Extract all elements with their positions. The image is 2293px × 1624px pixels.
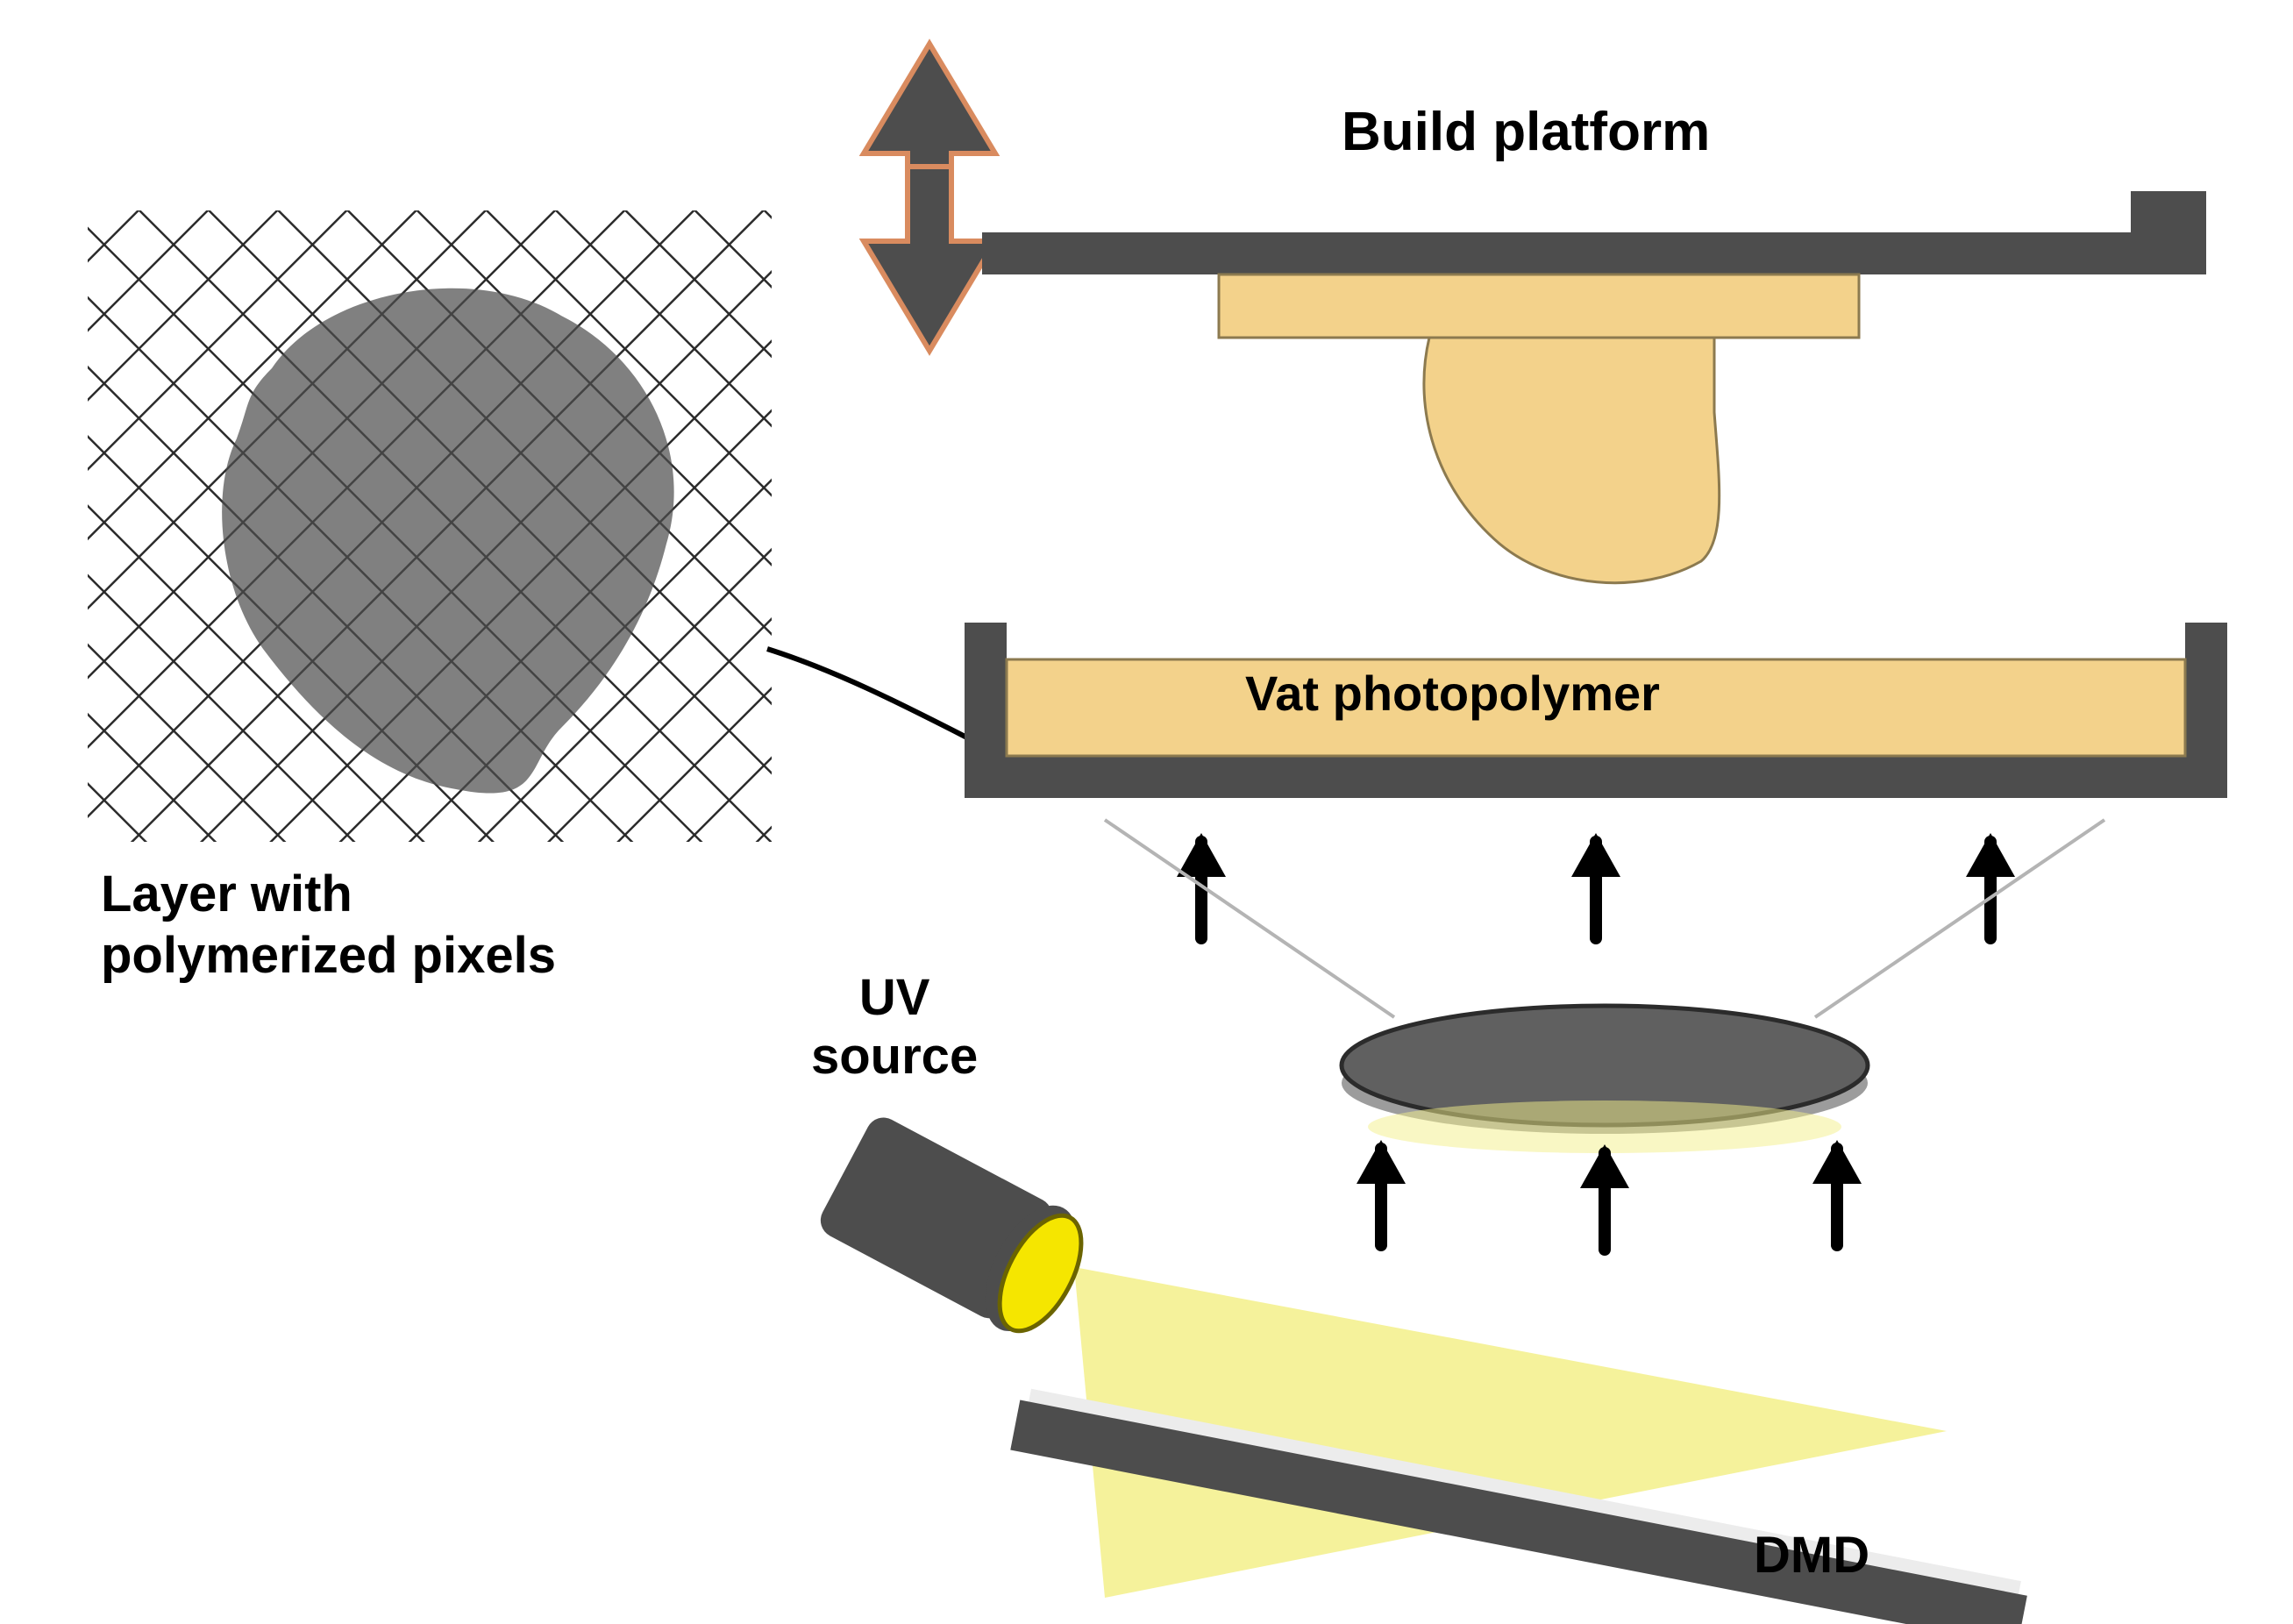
uv-source [813,1109,1100,1349]
build-platform [982,191,2206,274]
dmd-label: DMD [1754,1526,1869,1585]
movement-arrow-icon [864,44,995,351]
light-arrows-lower [1357,1140,1862,1250]
build-platform-label: Build platform [1342,101,1710,163]
layer-pixels-label: Layer with polymerized pixels [101,864,556,986]
printed-part [1219,274,1859,583]
vat-photopolymer-label: Vat photopolymer [1245,665,1660,722]
dlp-diagram [0,0,2293,1624]
pixel-grid-inset [88,210,772,842]
lens [1342,1006,1868,1153]
light-arrows-upper [1105,820,2104,1017]
uv-source-label: UV source [811,969,978,1086]
